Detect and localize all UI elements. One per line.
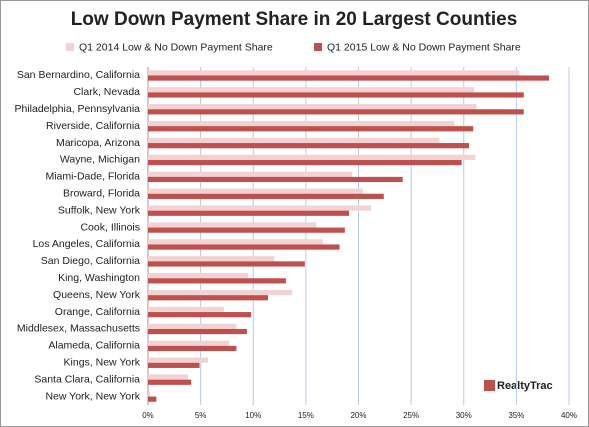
y-tick-label: New York, New York [45, 390, 140, 402]
legend-label: Q1 2014 Low & No Down Payment Share [79, 41, 273, 53]
bar [148, 328, 247, 335]
y-tick-label: Los Angeles, California [33, 238, 141, 250]
bar [148, 188, 363, 194]
bar [148, 126, 474, 132]
chart-title: Low Down Payment Share in 20 Largest Cou… [71, 9, 518, 30]
y-tick-label: Orange, California [55, 306, 140, 318]
y-tick-label: San Diego, California [41, 255, 140, 267]
bar [148, 109, 524, 115]
x-tick-label: 20% [350, 411, 366, 420]
bar [148, 143, 470, 149]
x-tick-label: 0% [142, 411, 154, 420]
bar [148, 92, 524, 98]
y-tick-label: Santa Clara, California [34, 373, 140, 385]
bar [148, 323, 237, 329]
bar [148, 244, 340, 250]
bar [148, 154, 476, 160]
bar [148, 222, 317, 228]
y-tick-label: Alameda, California [48, 340, 140, 352]
bar [148, 340, 230, 346]
bar [148, 374, 188, 380]
y-tick-label: Queens, New York [53, 289, 141, 301]
x-tick-label: 25% [403, 411, 419, 420]
y-tick-label: Cook, Illinois [80, 221, 140, 233]
bar [148, 210, 350, 216]
bar [148, 391, 151, 397]
bar [148, 75, 550, 81]
bar [148, 239, 323, 245]
y-tick-label: Miami-Dade, Florida [45, 171, 140, 183]
bar [148, 379, 192, 385]
y-tick-label: Kings, New York [64, 357, 141, 369]
x-tick-label: 35% [508, 411, 524, 420]
legend-label: Q1 2015 Low & No Down Payment Share [327, 41, 521, 53]
bar [148, 273, 248, 279]
x-tick-label: 10% [245, 411, 261, 420]
bar [148, 87, 475, 93]
y-tick-label: Clark, Nevada [73, 86, 140, 98]
y-tick-label: Middlesex, Massachusetts [17, 323, 140, 335]
logo-text: RealtyTrac [497, 380, 553, 392]
y-tick-label: Philadelphia, Pennsylvania [14, 103, 140, 115]
x-tick-label: 30% [456, 411, 472, 420]
y-tick-label: Riverside, California [46, 120, 140, 132]
bar [148, 362, 200, 368]
x-tick-label: 40% [561, 411, 577, 420]
bar [148, 306, 224, 313]
bar [148, 193, 384, 199]
bar [148, 312, 252, 318]
bar [148, 104, 477, 110]
bar [148, 345, 237, 352]
bar [148, 171, 353, 177]
bar [148, 176, 403, 183]
y-tick-label: Wayne, Michigan [60, 154, 140, 166]
bar [148, 396, 157, 402]
y-tick-label: King, Washington [58, 272, 140, 284]
logo-icon [484, 380, 495, 391]
bar [148, 357, 208, 363]
bar [148, 159, 462, 166]
y-tick-label: Suffolk, New York [58, 204, 141, 216]
y-tick-label: Broward, Florida [63, 188, 140, 200]
legend-swatch [314, 43, 322, 51]
x-tick-label: 15% [298, 411, 314, 420]
bar [148, 137, 440, 144]
y-tick-label: Maricopa, Arizona [56, 137, 140, 149]
bar [148, 70, 520, 76]
bar [148, 261, 305, 267]
bar [148, 289, 293, 296]
bar [148, 205, 372, 211]
bar [148, 256, 275, 262]
bar [148, 227, 345, 233]
x-tick-label: 5% [195, 411, 207, 420]
legend-swatch [66, 43, 74, 51]
bar [148, 278, 286, 284]
y-tick-label: San Bernardino, California [17, 69, 140, 81]
bar [148, 120, 455, 127]
bar [148, 295, 268, 301]
